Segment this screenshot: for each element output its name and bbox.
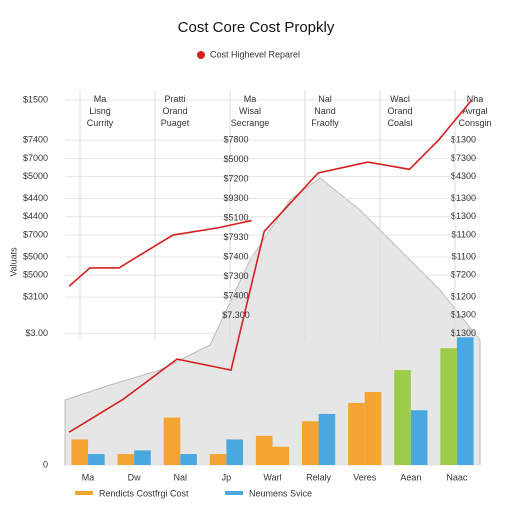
bar xyxy=(364,392,382,465)
bar xyxy=(456,337,474,465)
bar xyxy=(394,370,411,465)
y-tick-label: $5000 xyxy=(23,171,48,181)
bar xyxy=(410,410,428,465)
bar xyxy=(318,413,336,465)
y2-tick-label: $1300 xyxy=(451,135,476,145)
y2-tick-label: $1100 xyxy=(452,251,476,261)
chart-title: Cost Core Cost Propkly xyxy=(178,19,335,36)
y2-tick-label: $1300 xyxy=(451,211,476,221)
bar xyxy=(180,454,197,465)
center-label: $7400 xyxy=(223,251,248,261)
x-tick-label: Veres xyxy=(353,472,377,482)
y-tick-label: $3.00 xyxy=(25,328,48,338)
bar xyxy=(71,439,89,465)
x-tick-label: Aean xyxy=(400,472,421,482)
center-label: $7.300 xyxy=(222,310,250,320)
bar xyxy=(348,402,365,465)
x-tick-label: Warl xyxy=(263,472,281,482)
line-series xyxy=(68,99,473,433)
bar xyxy=(255,435,273,465)
y-axis-label: Valuats xyxy=(8,247,18,277)
bar xyxy=(117,454,135,465)
center-label: $7300 xyxy=(223,271,248,281)
column-header: Pratti Orand Puaget xyxy=(161,94,190,128)
x-tick-label: Ma xyxy=(82,472,95,482)
y2-tick-label: $4300 xyxy=(451,171,476,181)
y-tick-label: $4400 xyxy=(23,211,48,221)
column-header: Nal Nand Fraofly xyxy=(311,94,339,128)
y-tick-label: $7000 xyxy=(23,153,48,163)
column-header: Wacl Orand Coalsl xyxy=(387,94,412,128)
legend-marker xyxy=(197,51,205,59)
y-tick-label: $5000 xyxy=(23,251,48,261)
center-label: $7800 xyxy=(223,134,248,144)
column-header: Nha Avrgal Consgin xyxy=(458,94,491,128)
y2-tick-label: $1200 xyxy=(451,291,476,301)
y-tick-label: $1500 xyxy=(23,94,48,104)
bar xyxy=(163,417,181,465)
y2-tick-label: $7300 xyxy=(451,153,476,163)
bar xyxy=(134,450,151,465)
y-tick-label: $5000 xyxy=(23,270,48,280)
column-header: Ma Wisal Secrange xyxy=(231,94,270,128)
legend-label: Rendicts Costfrgi Cost xyxy=(99,488,189,498)
y2-tick-label: $1300 xyxy=(451,193,476,203)
bar xyxy=(226,439,243,465)
y2-tick-label: $1300 xyxy=(451,328,476,338)
bar xyxy=(302,421,319,465)
line-series xyxy=(68,219,252,287)
y-tick-label: $3100 xyxy=(23,291,48,301)
x-tick-label: Naac xyxy=(446,472,468,482)
x-tick-label: Jp xyxy=(222,472,232,482)
center-label: $7200 xyxy=(223,173,248,183)
column-header: Ma Lisng Currity xyxy=(87,94,114,128)
y-tick-label: $4400 xyxy=(23,193,48,203)
center-label: $7400 xyxy=(223,290,248,300)
x-tick-label: Relaly xyxy=(306,472,332,482)
legend-swatch xyxy=(75,491,93,495)
bar xyxy=(440,348,457,465)
x-tick-label: Nal xyxy=(174,472,188,482)
y2-tick-label: $7200 xyxy=(451,270,476,280)
y2-tick-label: $1300 xyxy=(451,310,476,320)
legend-label: Cost Highevel Reparel xyxy=(210,49,300,59)
center-label: $7930 xyxy=(223,232,248,242)
legend-swatch xyxy=(225,491,243,495)
bar xyxy=(209,454,227,465)
center-label: $5100 xyxy=(223,212,248,222)
legend-label: Neumens Svice xyxy=(249,488,312,498)
center-label: $9300 xyxy=(223,193,248,203)
y-tick-label: 0 xyxy=(43,459,48,469)
y-tick-label: $7000 xyxy=(23,229,48,239)
bar xyxy=(88,454,105,465)
y-tick-label: $7400 xyxy=(23,135,48,145)
bar xyxy=(272,446,290,465)
center-label: $5000 xyxy=(223,154,248,164)
x-tick-label: Dw xyxy=(128,472,141,482)
y2-tick-label: $1100 xyxy=(452,229,476,239)
